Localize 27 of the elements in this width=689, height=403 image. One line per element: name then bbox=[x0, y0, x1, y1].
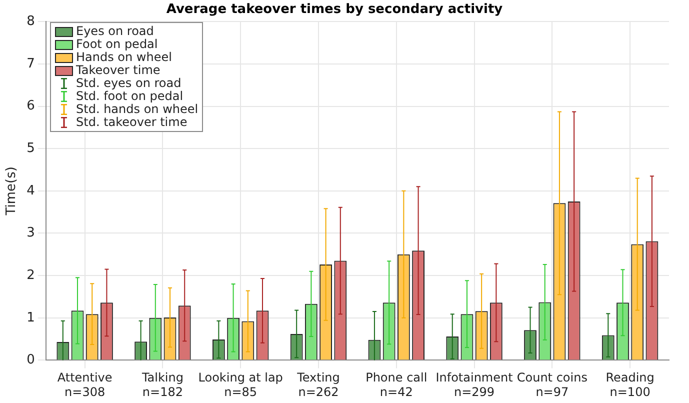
legend-label: Foot on pedal bbox=[76, 37, 158, 51]
legend-label: Eyes on road bbox=[76, 24, 154, 38]
x-tick-label: Looking at lap n=85 bbox=[198, 370, 283, 399]
y-tick-label: 8 bbox=[26, 14, 35, 29]
y-tick-label: 6 bbox=[26, 98, 35, 114]
y-tick-label: 7 bbox=[26, 56, 35, 72]
y-tick-label: 3 bbox=[26, 226, 35, 241]
annotation: Std. hands on wheel bbox=[76, 102, 198, 116]
x-tick-label: Count coins n=97 bbox=[516, 370, 588, 399]
y-tick-label: 0 bbox=[26, 352, 35, 368]
legend-label: Hands on wheel bbox=[76, 50, 172, 64]
y-tick-label: 4 bbox=[26, 183, 35, 198]
legend-label: Takeover time bbox=[76, 63, 160, 77]
chart-title: Average takeover times by secondary activity bbox=[166, 2, 504, 18]
x-tick-label: Texting n=262 bbox=[296, 370, 340, 399]
y-tick-label: 5 bbox=[26, 140, 35, 156]
x-tick-label: Attentive n=308 bbox=[57, 370, 112, 399]
x-tick-label: Phone call n=42 bbox=[366, 370, 428, 399]
y-tick-label: 2 bbox=[26, 268, 35, 283]
x-tick-label: Infotainment n=299 bbox=[436, 370, 514, 399]
annotation: Std. takeover time bbox=[76, 115, 188, 129]
annotation: Std. foot on pedal bbox=[76, 89, 184, 103]
y-axis-title: Time(s) bbox=[4, 166, 20, 216]
x-tick-label: Talking n=182 bbox=[140, 370, 184, 399]
annotation: Std. eyes on road bbox=[76, 76, 182, 90]
y-tick-label: 1 bbox=[26, 310, 35, 326]
x-tick-label: Reading n=100 bbox=[606, 370, 654, 399]
